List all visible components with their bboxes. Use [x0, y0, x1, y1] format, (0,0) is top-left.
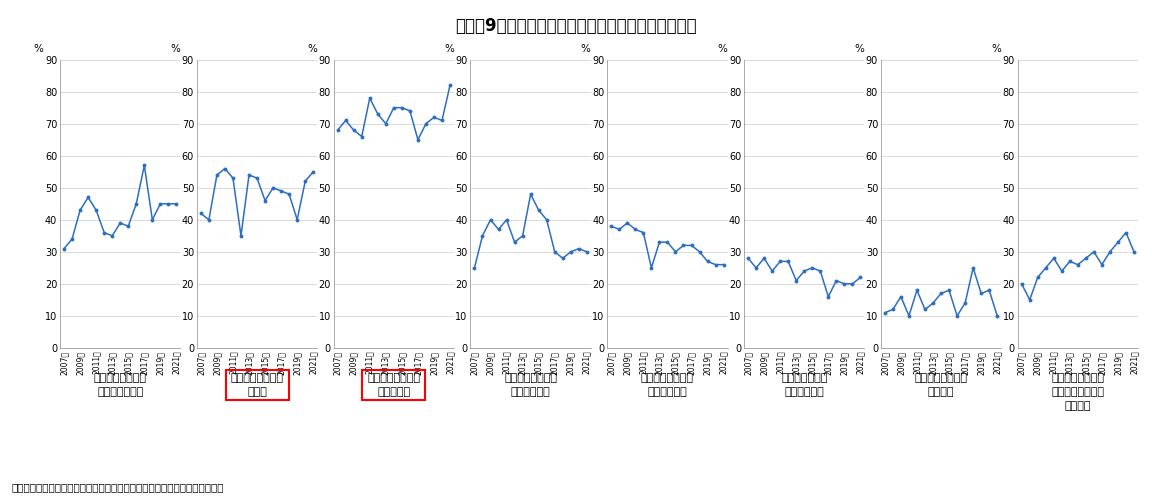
Text: 浴室の設備・広さ
が十分だから: 浴室の設備・広さ が十分だから: [641, 373, 694, 397]
Text: 高齢者等への配
慮がよいから: 高齢者等への配 慮がよいから: [781, 373, 827, 397]
Text: 住宅の広さが十分
だから: 住宅の広さが十分 だから: [230, 373, 283, 397]
Text: 火災・地震・水害
などへの安全性が
高いから: 火災・地震・水害 などへの安全性が 高いから: [1052, 373, 1105, 411]
Text: %: %: [33, 44, 44, 54]
Text: 台所の設備・広さ
が十分だから: 台所の設備・広さ が十分だから: [505, 373, 558, 397]
Text: 図表－9　住宅購入を決めた理由（分譲マンション）: 図表－9 住宅購入を決めた理由（分譲マンション）: [455, 17, 697, 35]
Text: %: %: [170, 44, 180, 54]
Text: 間取り・部屋数が
適当だから: 間取り・部屋数が 適当だから: [367, 373, 420, 397]
Text: （出所）国土交通省「住宅市場動向調査」をもとにニッセイ基礎研究所作成: （出所）国土交通省「住宅市場動向調査」をもとにニッセイ基礎研究所作成: [12, 482, 223, 492]
Text: %: %: [581, 44, 591, 54]
Text: %: %: [718, 44, 727, 54]
Text: 住宅のデザインが
気に入ったから: 住宅のデザインが 気に入ったから: [93, 373, 146, 397]
Text: %: %: [991, 44, 1001, 54]
Text: %: %: [855, 44, 864, 54]
Text: %: %: [308, 44, 317, 54]
Text: 高気密・高断熱住
宅だから: 高気密・高断熱住 宅だから: [915, 373, 968, 397]
Text: %: %: [444, 44, 454, 54]
